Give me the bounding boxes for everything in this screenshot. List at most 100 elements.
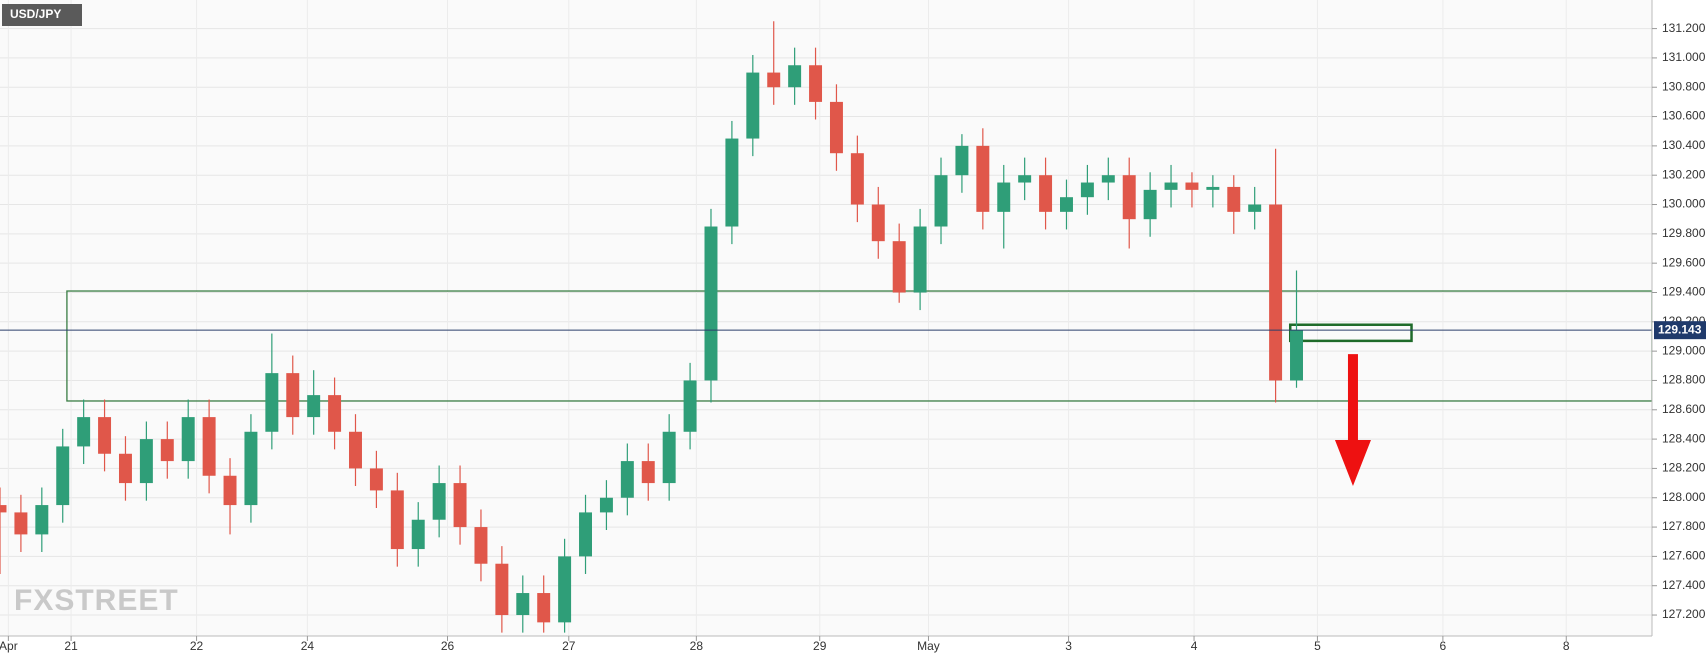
candle-body [265,373,279,432]
y-tick-label: 129.600 [1662,255,1706,269]
candle-body [1039,175,1053,212]
y-tick-label: 128.600 [1662,402,1706,416]
candle-body [349,431,362,469]
candle-body [892,241,906,293]
y-tick-label: 129.000 [1662,343,1706,357]
down-arrow [1334,354,1371,487]
candle-body [181,417,195,462]
y-tick-label: 127.200 [1662,607,1706,621]
candle-body [432,483,446,520]
x-tick-label: 24 [301,639,315,653]
x-tick-label: 6 [1440,639,1447,653]
x-tick-label: 21 [64,639,78,653]
candle-body [1290,330,1303,381]
x-tick-label: 4 [1191,639,1198,653]
candle-body [558,556,572,623]
x-tick-label: 22 [190,639,204,653]
y-tick-label: 127.600 [1662,549,1706,563]
x-tick-label: Apr [0,639,18,653]
candle-body [997,182,1011,212]
y-tick-label: 128.400 [1662,431,1706,445]
candle-body [599,497,613,513]
chart-title: USD/JPY [10,7,61,21]
y-tick-label: 131.000 [1662,50,1706,64]
candle-body [1248,204,1262,212]
candle-body [223,475,237,506]
candle-body [118,453,132,484]
y-tick-label: 128.000 [1662,490,1706,504]
candle-body [286,373,300,418]
candle-body [1269,204,1283,381]
candle-body [788,65,802,88]
candle-body [77,417,91,447]
candle-body [683,380,697,432]
candle-body [35,505,49,535]
candle-body [537,593,551,623]
candle-body [369,468,383,491]
x-tick-label: 28 [690,639,704,653]
candle-body [955,145,969,176]
candle-body [202,417,216,476]
x-tick-label: May [917,639,940,653]
y-tick-label: 128.800 [1662,373,1706,387]
candle-body [809,65,823,102]
axes: 127.200 127.400 127.600 127.800 128.000 128.2… [0,21,1706,653]
candle-body [662,431,676,484]
x-tick-label: 29 [813,639,827,653]
y-tick-label: 127.400 [1662,578,1706,592]
candle-body [767,72,781,88]
candle-body [453,483,467,528]
candle-body [579,512,593,557]
candle-body [913,226,927,293]
candle-body [98,417,112,454]
last-price-label: 129.143 [1658,322,1702,336]
candle-body [1143,189,1157,220]
candle-body [56,446,70,506]
candle-body [850,153,864,205]
candle-body [307,395,321,418]
candle-body [1018,175,1032,183]
candle-body [829,101,843,154]
last-price-badge [1654,321,1706,340]
x-tick-label: 26 [441,639,455,653]
y-tick-label: 130.600 [1662,109,1706,123]
candle-body [516,593,530,616]
y-tick-label: 131.200 [1662,21,1706,35]
y-tick-label: 127.800 [1662,519,1706,533]
x-tick-label: 8 [1563,639,1570,653]
candle-body [934,175,948,227]
candle-body [1080,182,1094,198]
y-tick-label: 130.000 [1662,197,1706,211]
y-tick-label: 128.200 [1662,461,1706,475]
candle-body [0,505,7,513]
candle-body [1227,186,1241,212]
candle-body [14,512,28,535]
plot-area [0,0,1652,636]
plot [0,21,1652,633]
symbol-badge [2,4,82,26]
watermark: FXSTREET [14,584,179,617]
candle-body [474,527,488,564]
candle-body [139,439,153,484]
y-tick-label: 129.400 [1662,285,1706,299]
candle-body [160,439,174,462]
candle-body [495,563,509,616]
candle-body [871,204,885,242]
candle-body [1206,186,1220,190]
candle-body [746,72,760,139]
candle-body [244,431,258,506]
y-tick-label: 129.800 [1662,226,1706,240]
candle-body [641,461,655,484]
candle-body [390,490,404,550]
y-tick-label: 130.800 [1662,79,1706,93]
candle-body [1185,182,1199,190]
candle-body [1122,175,1136,220]
candle-body [1059,197,1073,212]
candle-body [704,226,718,381]
grid [0,0,1652,636]
candle-body [1164,182,1178,190]
x-tick-label: 5 [1314,639,1321,653]
candle-body [328,395,342,432]
x-tick-label: 3 [1065,639,1072,653]
